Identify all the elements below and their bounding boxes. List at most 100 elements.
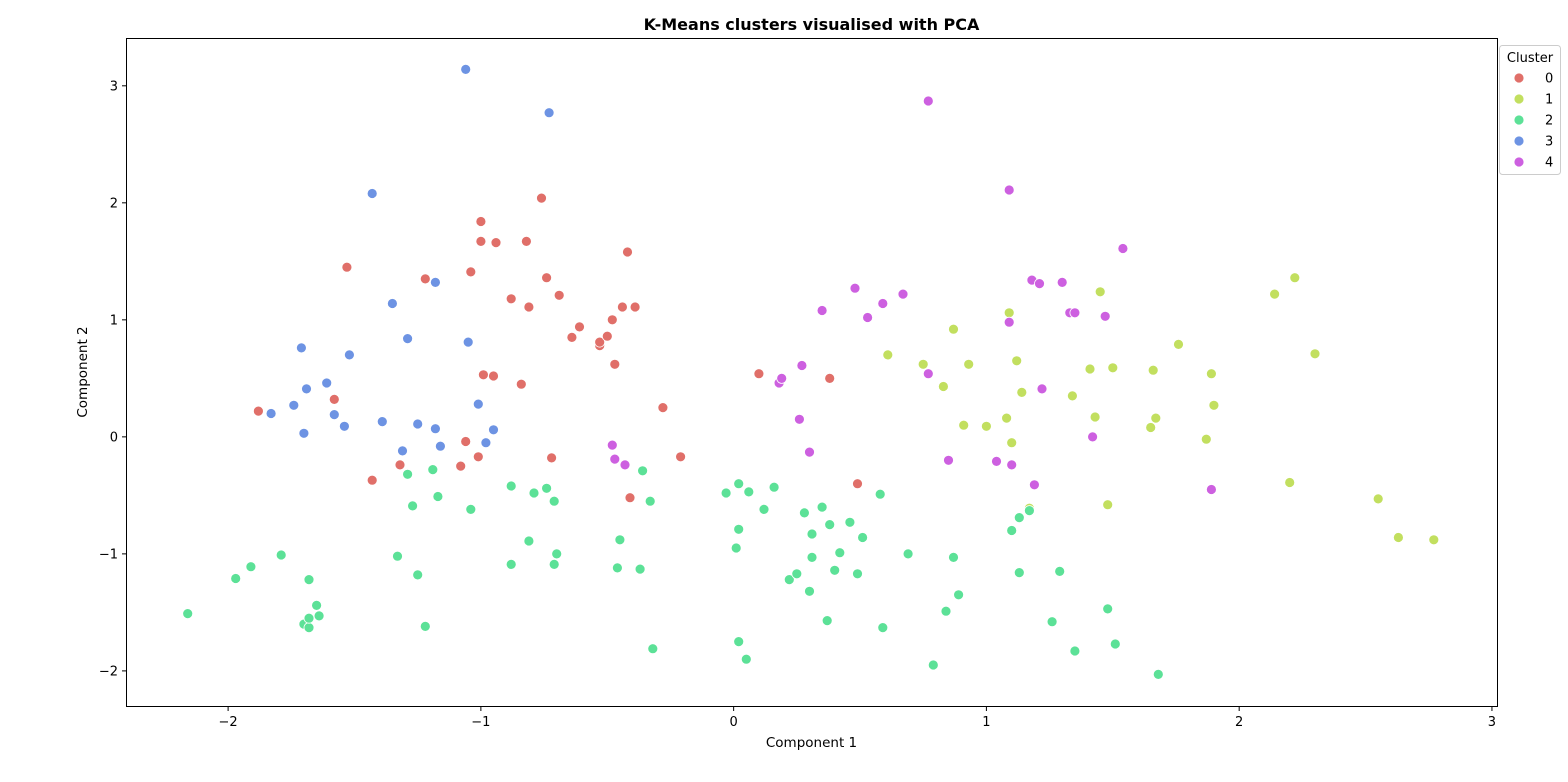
y-axis-label: Component 2 [75, 326, 91, 417]
point-cluster-2-69 [1102, 603, 1114, 615]
point-cluster-2-19 [505, 559, 517, 570]
point-cluster-3-8 [343, 349, 355, 361]
point-cluster-2-48 [821, 615, 833, 626]
point-cluster-1-9 [1006, 437, 1018, 449]
point-cluster-2-25 [551, 548, 563, 560]
point-cluster-4-30 [1206, 484, 1217, 495]
point-cluster-0-5 [419, 273, 431, 285]
point-cluster-2-38 [743, 486, 755, 498]
point-cluster-1-15 [1094, 286, 1106, 298]
point-cluster-0-9 [472, 451, 484, 463]
point-cluster-2-17 [465, 503, 477, 515]
point-cluster-0-35 [675, 451, 686, 463]
point-cluster-2-9 [313, 610, 325, 622]
point-cluster-2-70 [1109, 638, 1121, 650]
point-cluster-2-34 [733, 478, 745, 490]
point-cluster-1-13 [1084, 363, 1096, 375]
point-cluster-2-55 [874, 488, 886, 500]
point-cluster-0-32 [624, 492, 636, 504]
point-cluster-2-18 [505, 480, 517, 492]
point-cluster-0-26 [594, 336, 606, 348]
point-cluster-0-13 [488, 370, 499, 382]
point-cluster-4-18 [1003, 316, 1015, 328]
point-cluster-0-27 [601, 330, 613, 342]
legend-label-2: 2 [1545, 114, 1553, 129]
y-tick-label: 0 [110, 430, 118, 445]
point-cluster-3-14 [412, 418, 424, 430]
point-cluster-0-33 [629, 301, 641, 313]
point-cluster-0-21 [546, 452, 557, 464]
point-cluster-2-54 [857, 532, 868, 543]
point-cluster-1-28 [1289, 272, 1301, 284]
legend-marker-0 [1513, 72, 1525, 84]
point-cluster-3-13 [402, 333, 414, 345]
x-tick-label: −2 [219, 715, 238, 730]
point-cluster-2-62 [1006, 525, 1018, 536]
legend-label-4: 4 [1545, 156, 1553, 171]
point-cluster-4-19 [1006, 459, 1018, 471]
point-cluster-0-2 [341, 261, 353, 273]
point-cluster-1-14 [1089, 411, 1101, 423]
point-cluster-3-10 [376, 416, 388, 428]
point-cluster-4-27 [1087, 431, 1098, 443]
legend-label-3: 3 [1545, 135, 1553, 150]
point-cluster-2-23 [548, 495, 560, 507]
point-cluster-2-8 [311, 600, 323, 611]
point-cluster-0-18 [523, 301, 535, 313]
point-cluster-0-6 [455, 460, 467, 472]
point-cluster-2-63 [1013, 512, 1025, 523]
legend-marker-1 [1513, 93, 1525, 105]
point-cluster-0-0 [252, 405, 264, 417]
point-cluster-1-29 [1309, 348, 1321, 360]
point-cluster-3-18 [460, 64, 472, 75]
point-cluster-4-4 [776, 372, 788, 384]
point-cluster-2-46 [806, 528, 818, 540]
point-cluster-2-51 [834, 547, 846, 559]
point-cluster-2-11 [402, 468, 414, 480]
legend: Cluster 0 1 2 3 4 [1499, 45, 1561, 175]
point-cluster-3-21 [480, 437, 492, 449]
point-cluster-2-61 [953, 589, 964, 601]
point-cluster-1-3 [948, 323, 959, 335]
legend-label-0: 0 [1545, 72, 1553, 87]
chart-title: K-Means clusters visualised with PCA [644, 15, 980, 34]
point-cluster-0-28 [606, 314, 618, 326]
point-cluster-2-71 [1152, 669, 1164, 680]
point-cluster-2-20 [523, 535, 535, 547]
point-cluster-0-14 [490, 237, 502, 249]
point-cluster-4-7 [804, 446, 815, 458]
point-cluster-4-28 [1099, 310, 1111, 322]
point-cluster-4-11 [877, 298, 889, 309]
point-cluster-0-10 [475, 235, 487, 247]
point-cluster-0-38 [852, 478, 863, 490]
point-cluster-1-10 [1011, 355, 1023, 367]
point-cluster-1-8 [1003, 307, 1015, 319]
point-cluster-0-15 [505, 293, 517, 305]
point-cluster-4-14 [922, 368, 934, 380]
point-cluster-2-36 [733, 636, 745, 647]
point-cluster-0-7 [460, 436, 472, 447]
point-cluster-0-8 [465, 266, 477, 278]
point-cluster-2-33 [730, 542, 742, 554]
point-cluster-1-11 [1016, 386, 1028, 398]
point-cluster-2-16 [432, 491, 444, 502]
point-cluster-4-2 [619, 459, 631, 471]
point-cluster-0-34 [657, 402, 669, 414]
point-cluster-3-5 [321, 377, 333, 389]
point-cluster-2-31 [647, 643, 659, 655]
series-cluster-3 [265, 64, 555, 457]
points-layer [182, 64, 1440, 680]
point-cluster-2-13 [412, 569, 424, 581]
series-cluster-4 [606, 95, 1217, 495]
point-cluster-2-49 [824, 519, 836, 530]
point-cluster-0-30 [617, 301, 628, 313]
point-cluster-0-23 [566, 331, 578, 343]
point-cluster-3-11 [386, 298, 398, 309]
point-cluster-0-16 [515, 378, 527, 390]
point-cluster-0-17 [521, 235, 532, 247]
x-axis-label: Component 1 [766, 735, 857, 751]
point-cluster-1-16 [1067, 390, 1078, 402]
point-cluster-0-24 [574, 321, 585, 333]
point-cluster-2-65 [1024, 505, 1035, 517]
